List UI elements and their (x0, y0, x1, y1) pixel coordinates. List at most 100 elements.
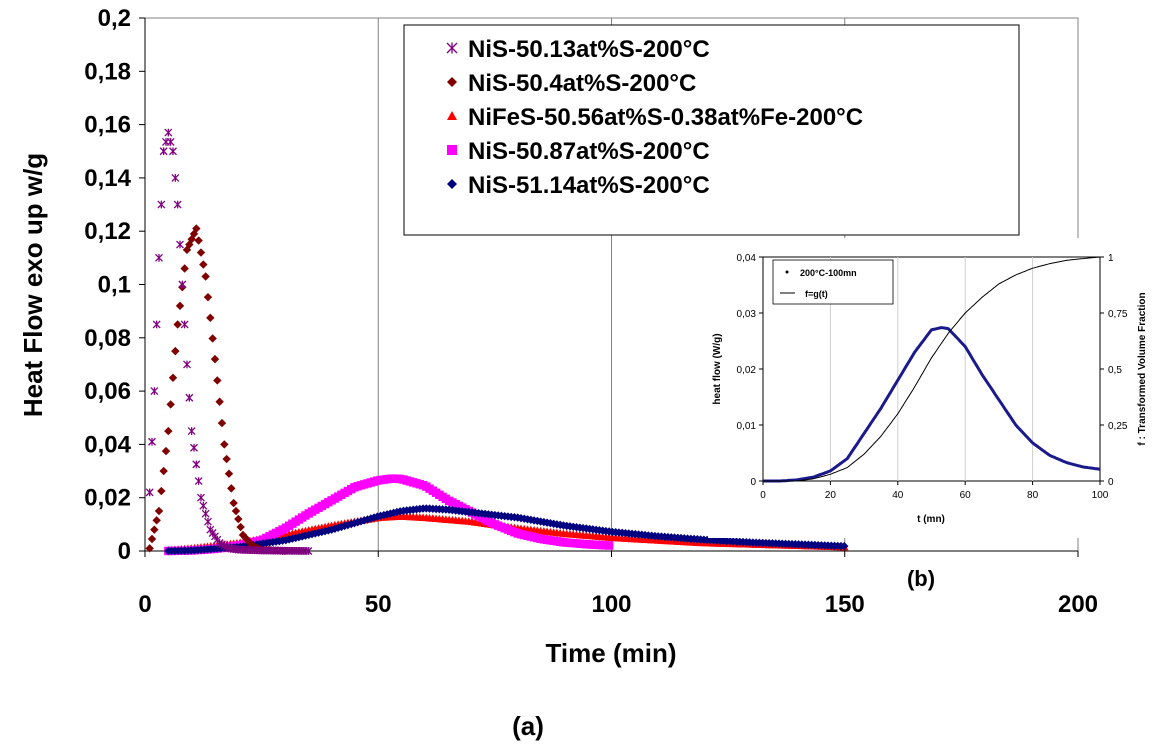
series-point (166, 400, 175, 409)
series-point (187, 427, 196, 436)
series-point (192, 460, 201, 469)
inset-x-tick-label: 20 (825, 490, 837, 501)
series-point (180, 264, 189, 273)
main-caption: (a) (512, 711, 544, 741)
series-point (171, 346, 180, 356)
series-point (201, 272, 210, 281)
main-y-tick-label: 0,2 (98, 5, 131, 32)
series-point (169, 147, 177, 156)
inset-y-left-tick-label: 0,04 (737, 253, 757, 264)
inset-y-left-tick-label: 0 (750, 477, 756, 488)
legend-label: NiS-50.13at%S-200°C (468, 36, 710, 63)
inset-y-right-tick-label: 0,5 (1108, 365, 1122, 376)
series-point (173, 200, 182, 209)
main-y-tick-label: 0 (118, 538, 131, 565)
inset-legend-heat-flow: 200°C-100mn (800, 268, 857, 278)
series-point (222, 454, 231, 464)
series-point (220, 440, 229, 449)
main-y-tick-label: 0,02 (84, 485, 131, 512)
series-point (147, 534, 157, 544)
legend-marker (446, 42, 458, 54)
series-point (164, 426, 173, 436)
main-y-tick-label: 0,08 (84, 325, 131, 352)
legend-marker (447, 179, 457, 189)
series-point (224, 469, 234, 478)
series-point (159, 147, 168, 156)
series-point (227, 484, 236, 493)
series-point (157, 486, 166, 496)
series-point (203, 292, 213, 302)
main-y-tick-label: 0,1 (98, 272, 131, 299)
series-point (304, 547, 313, 555)
legend-marker (447, 111, 457, 120)
inset-y-left-tick-label: 0,01 (737, 421, 757, 432)
series-point (159, 466, 168, 476)
series-point (152, 320, 161, 329)
legend-label: NiS-50.4at%S-200°C (468, 70, 696, 97)
series-point (175, 301, 185, 311)
inset-y-left-label: heat flow (W/g) (712, 333, 723, 404)
main-y-axis-label: Heat Flow exo up w/g (18, 153, 48, 417)
series-point (194, 236, 203, 245)
series-point (196, 248, 206, 257)
inset-y-left-tick-label: 0,02 (737, 365, 757, 376)
series-point (164, 128, 173, 137)
main-x-axis-label: Time (min) (546, 638, 677, 668)
series-point (213, 376, 222, 385)
series-point (206, 313, 215, 323)
series-point (229, 498, 238, 508)
series-point (197, 493, 205, 502)
inset-fraction-curve (763, 256, 1101, 482)
main-y-tick-label: 0,18 (84, 58, 131, 85)
legend-marker (447, 77, 457, 87)
series-point (194, 477, 203, 486)
legend-marker (447, 145, 457, 155)
main-x-tick-label: 0 (138, 591, 151, 618)
main-y-tick-label: 0,04 (84, 431, 131, 458)
main-axes: 0 50 100 150 20000,020,040,060,080,10,120,14… (84, 5, 1098, 618)
inset-x-tick-label: 100 (1092, 490, 1109, 501)
series-point (840, 541, 849, 551)
inset-x-tick-label: 0 (760, 490, 766, 501)
main-y-tick-label: 0,14 (84, 165, 131, 192)
legend-label: NiFeS-50.56at%S-0.38at%Fe-200°C (468, 104, 863, 131)
main-y-tick-label: 0,12 (84, 218, 131, 245)
inset-y-right-label: f : Transformed Volume Fraction (1137, 292, 1148, 445)
series-point (204, 517, 212, 526)
series-point (150, 387, 159, 396)
series-point (185, 393, 194, 402)
series-point (210, 354, 220, 364)
series-point (231, 506, 241, 516)
series-point (154, 506, 164, 516)
inset-x-tick-label: 60 (960, 490, 972, 501)
series-point (171, 173, 180, 182)
inset-x-tick-label: 40 (892, 490, 904, 501)
main-series-layer (145, 128, 849, 556)
series-point (157, 200, 166, 209)
main-x-tick-label: 50 (365, 591, 392, 618)
series-point (152, 516, 161, 525)
main-x-tick-label: 150 (825, 591, 865, 618)
inset-caption: (b) (907, 566, 935, 591)
series-point (236, 522, 245, 532)
legend-label: NiS-50.87at%S-200°C (468, 138, 710, 165)
series-0 (145, 128, 313, 555)
series-point (148, 437, 156, 446)
inset-series-layer (763, 256, 1101, 483)
series-point (180, 320, 189, 329)
series-point (168, 373, 178, 382)
main-y-tick-label: 0,06 (84, 378, 131, 405)
series-point (215, 397, 224, 406)
inset-axes: 0 20 40 60 80 100 0 0,01 0,02 0,03 0,04 0 0,25 0,5 0,7… (737, 253, 1128, 501)
inset-y-right-tick-label: 0 (1108, 477, 1114, 488)
inset-x-label: t (mn) (917, 514, 945, 525)
series-point (190, 443, 198, 452)
series-point (199, 260, 208, 269)
inset-legend-box (772, 259, 894, 305)
series-point (201, 509, 210, 518)
series-point (145, 488, 154, 497)
inset-y-left-tick-label: 0,03 (737, 309, 757, 320)
series-point (217, 418, 227, 428)
series-point (241, 533, 250, 542)
